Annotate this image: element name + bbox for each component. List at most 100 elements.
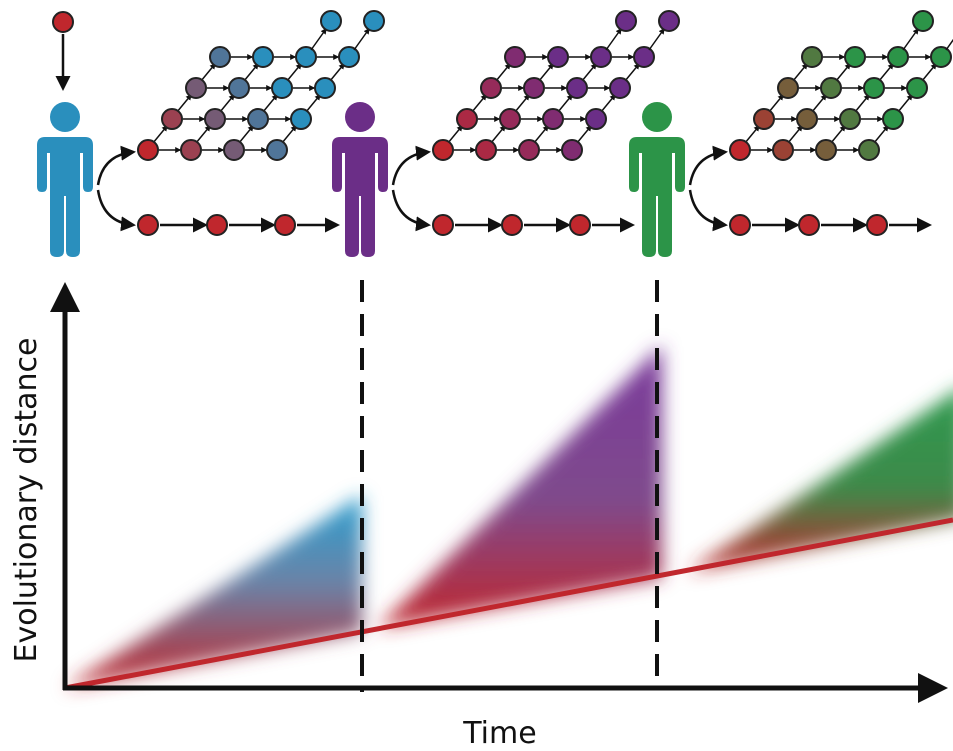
divergence-areas bbox=[65, 345, 953, 688]
y-axis-label: Evolutionary distance bbox=[9, 337, 44, 662]
virus-node bbox=[432, 214, 454, 236]
virus-node bbox=[609, 77, 631, 99]
branch-arrow bbox=[96, 189, 136, 232]
virus-node bbox=[320, 10, 342, 32]
virus-node bbox=[930, 46, 952, 68]
arrow bbox=[152, 125, 168, 144]
virus-node bbox=[523, 77, 545, 99]
arrow bbox=[533, 125, 549, 144]
virus-node bbox=[863, 77, 885, 99]
virus-node bbox=[456, 108, 478, 130]
person-body bbox=[629, 137, 685, 257]
arrow bbox=[495, 63, 511, 82]
virus-node bbox=[480, 77, 502, 99]
virus-node bbox=[180, 139, 202, 161]
arrow bbox=[873, 125, 889, 144]
virus-node bbox=[820, 77, 842, 99]
virus-node bbox=[887, 46, 909, 68]
arrow bbox=[471, 94, 487, 113]
virus-node bbox=[295, 46, 317, 68]
virus-node bbox=[729, 214, 751, 236]
arrow bbox=[243, 63, 259, 82]
x-axis-label: Time bbox=[462, 716, 536, 751]
arrow bbox=[447, 125, 463, 144]
purple-area bbox=[378, 345, 662, 628]
virus-node bbox=[209, 46, 231, 68]
virus-node bbox=[906, 77, 928, 99]
virus-node bbox=[844, 46, 866, 68]
virus-node bbox=[798, 214, 820, 236]
arrow bbox=[281, 125, 297, 144]
arrow bbox=[792, 63, 808, 82]
branch-arrow bbox=[96, 145, 136, 186]
virus-node bbox=[569, 214, 591, 236]
person-body bbox=[37, 137, 93, 257]
virus-node bbox=[815, 139, 837, 161]
branch-arrow bbox=[688, 189, 728, 232]
arrow bbox=[854, 94, 870, 113]
blue-area bbox=[65, 495, 362, 688]
arrow bbox=[605, 28, 622, 51]
virus-node bbox=[432, 139, 454, 161]
virus-node bbox=[499, 108, 521, 130]
arrow bbox=[624, 63, 640, 82]
virus-node bbox=[363, 10, 385, 32]
virus-node bbox=[271, 77, 293, 99]
virus-node bbox=[338, 46, 360, 68]
arrow bbox=[945, 38, 953, 51]
person-head bbox=[642, 102, 672, 132]
virus-node bbox=[314, 77, 336, 99]
virus-node bbox=[206, 214, 228, 236]
arrow bbox=[902, 28, 919, 51]
arrow bbox=[353, 28, 370, 51]
virus-node bbox=[547, 46, 569, 68]
arrow bbox=[878, 63, 894, 82]
virus-node bbox=[729, 139, 751, 161]
virus-node bbox=[137, 139, 159, 161]
arrow bbox=[219, 94, 235, 113]
arrow bbox=[538, 63, 554, 82]
virus-node bbox=[52, 11, 74, 33]
arrow bbox=[557, 94, 573, 113]
virus-node bbox=[223, 139, 245, 161]
virus-node bbox=[858, 139, 880, 161]
person-head bbox=[345, 102, 375, 132]
virus-node bbox=[839, 108, 861, 130]
arrow bbox=[897, 94, 913, 113]
transmission-diagram bbox=[37, 10, 953, 257]
branch-arrow bbox=[391, 145, 431, 186]
arrow bbox=[262, 94, 278, 113]
branch-arrow bbox=[688, 145, 728, 186]
virus-node bbox=[475, 139, 497, 161]
arrow bbox=[200, 63, 216, 82]
virus-node bbox=[585, 108, 607, 130]
virus-node bbox=[566, 77, 588, 99]
arrow bbox=[581, 63, 597, 82]
virus-node bbox=[801, 46, 823, 68]
virus-node bbox=[161, 108, 183, 130]
arrow bbox=[310, 28, 327, 51]
arrow bbox=[238, 125, 254, 144]
virus-node bbox=[274, 214, 296, 236]
virus-node bbox=[504, 46, 526, 68]
arrow bbox=[490, 125, 506, 144]
virus-node bbox=[204, 108, 226, 130]
virus-node bbox=[561, 139, 583, 161]
arrow bbox=[830, 125, 846, 144]
virus-node bbox=[542, 108, 564, 130]
branch-arrow bbox=[391, 189, 431, 232]
arrow bbox=[600, 94, 616, 113]
virus-node bbox=[247, 108, 269, 130]
virus-node bbox=[777, 77, 799, 99]
arrow bbox=[176, 94, 192, 113]
virus-node bbox=[866, 214, 888, 236]
arrow bbox=[648, 28, 665, 51]
arrow bbox=[305, 94, 321, 113]
arrow bbox=[286, 63, 302, 82]
arrow bbox=[787, 125, 803, 144]
virus-node bbox=[501, 214, 523, 236]
virus-node bbox=[266, 139, 288, 161]
virus-node bbox=[252, 46, 274, 68]
virus-node bbox=[912, 10, 934, 32]
